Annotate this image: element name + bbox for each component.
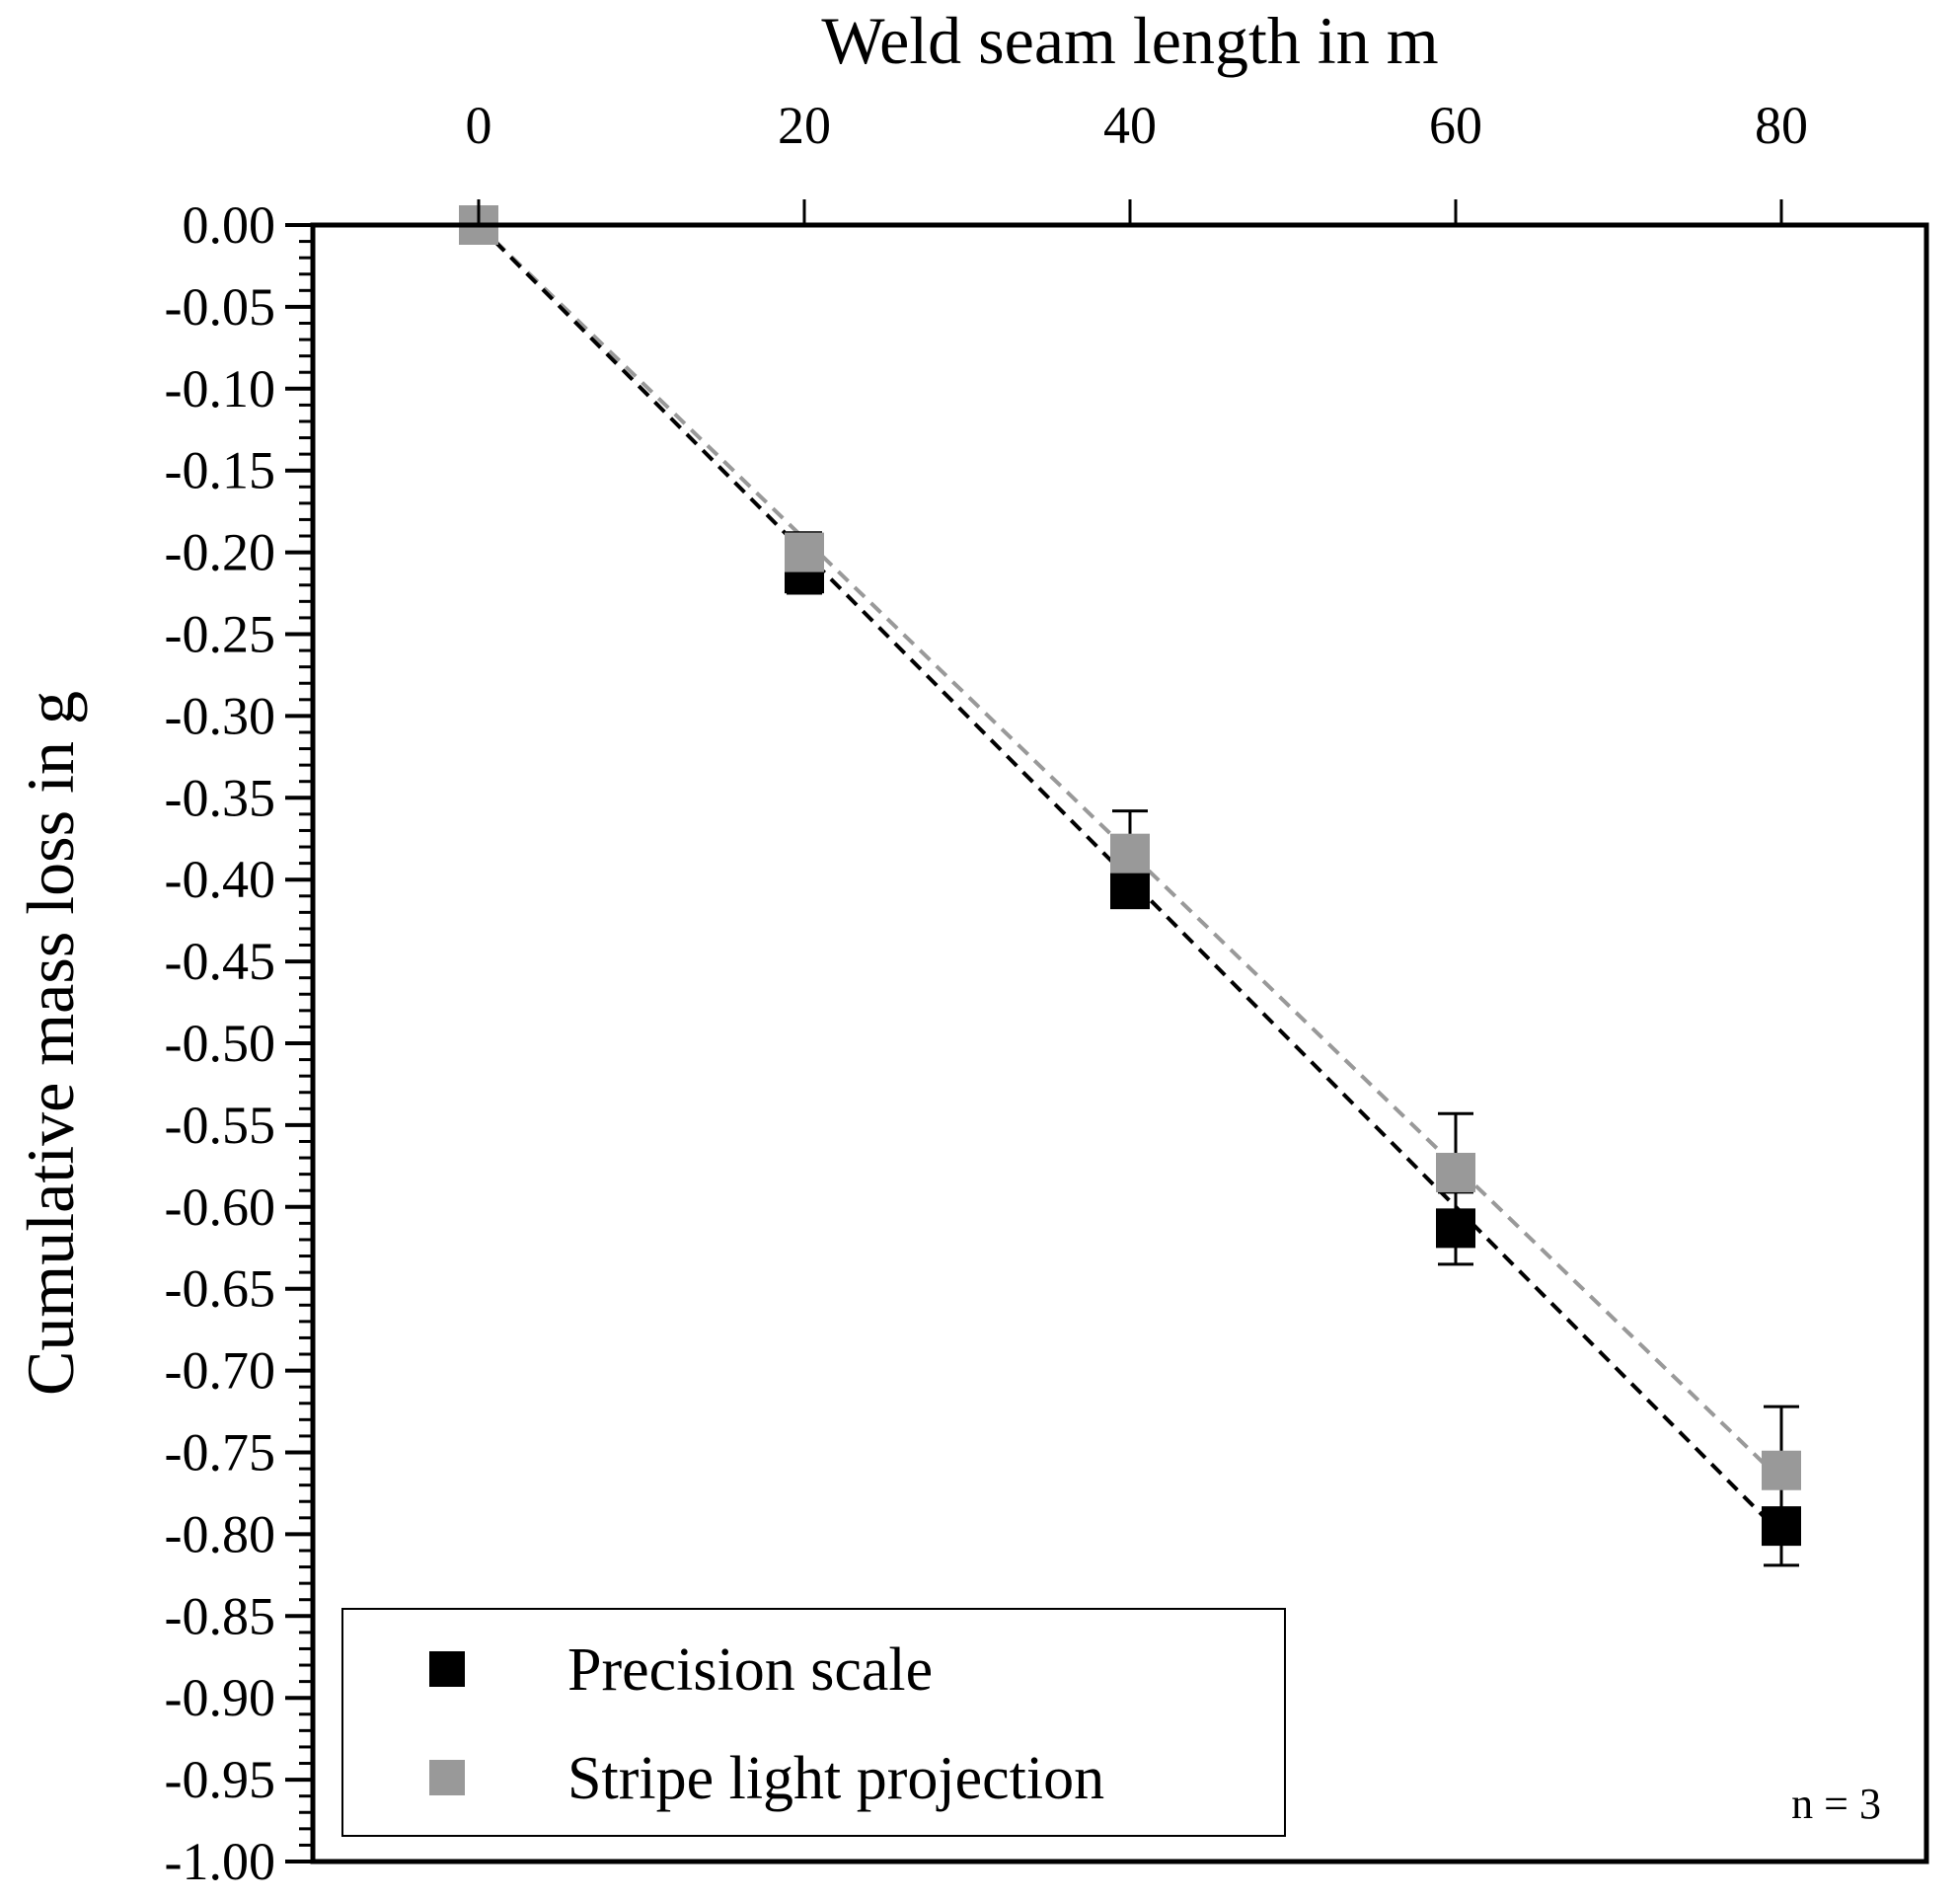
y-tick-label: -0.80 [165, 1504, 275, 1563]
data-point-stripe-light-projection [1762, 1450, 1801, 1490]
data-point-precision-scale [1110, 870, 1150, 910]
legend-marker-stripe-light-projection [429, 1760, 465, 1795]
y-tick-label: -0.65 [165, 1259, 275, 1319]
y-tick-label: -0.60 [165, 1178, 275, 1237]
legend: Precision scale Stripe light projection [341, 1608, 1286, 1837]
y-tick-label: -0.25 [165, 605, 275, 664]
y-tick-label: -0.30 [165, 686, 275, 745]
data-point-stripe-light-projection [1110, 833, 1150, 874]
y-tick-label: -0.55 [165, 1096, 275, 1155]
y-tick-label: -0.05 [165, 277, 275, 337]
y-tick-label: -0.40 [165, 850, 275, 909]
trend-line-stripe-light-projection [477, 223, 1783, 1483]
y-tick-label: -0.95 [165, 1750, 275, 1809]
y-tick-label: -0.90 [165, 1668, 275, 1727]
y-tick-label: -0.50 [165, 1014, 275, 1073]
sample-size-note: n = 3 [1791, 1780, 1881, 1828]
y-tick-label: -0.35 [165, 768, 275, 827]
data-point-precision-scale [1762, 1506, 1801, 1547]
y-tick-label: 0.00 [183, 195, 276, 255]
y-tick-label: -1.00 [165, 1832, 275, 1891]
y-tick-label: -0.45 [165, 932, 275, 991]
data-point-stripe-light-projection [785, 532, 824, 572]
x-tick-label: 80 [1755, 96, 1808, 155]
x-tick-label: 60 [1429, 96, 1482, 155]
trend-line-precision-scale [477, 223, 1783, 1536]
legend-label-stripe-light-projection: Stripe light projection [567, 1745, 1104, 1812]
y-tick-label: -0.70 [165, 1341, 275, 1401]
legend-marker-precision-scale [429, 1651, 465, 1687]
data-point-precision-scale [1436, 1208, 1475, 1249]
y-tick-label: -0.75 [165, 1423, 275, 1483]
legend-label-precision-scale: Precision scale [567, 1636, 933, 1704]
y-tick-label: -0.10 [165, 359, 275, 418]
x-axis-title: Weld seam length in m [821, 3, 1438, 78]
y-tick-label: -0.85 [165, 1586, 275, 1645]
y-axis-title: Cumulative mass loss in g [13, 691, 88, 1396]
x-tick-label: 40 [1103, 96, 1157, 155]
legend-box [341, 1608, 1286, 1837]
y-tick-label: -0.20 [165, 523, 275, 582]
data-point-stripe-light-projection [1436, 1152, 1475, 1192]
x-tick-label: 0 [466, 96, 492, 155]
x-tick-label: 20 [778, 96, 831, 155]
y-tick-label: -0.15 [165, 441, 275, 500]
